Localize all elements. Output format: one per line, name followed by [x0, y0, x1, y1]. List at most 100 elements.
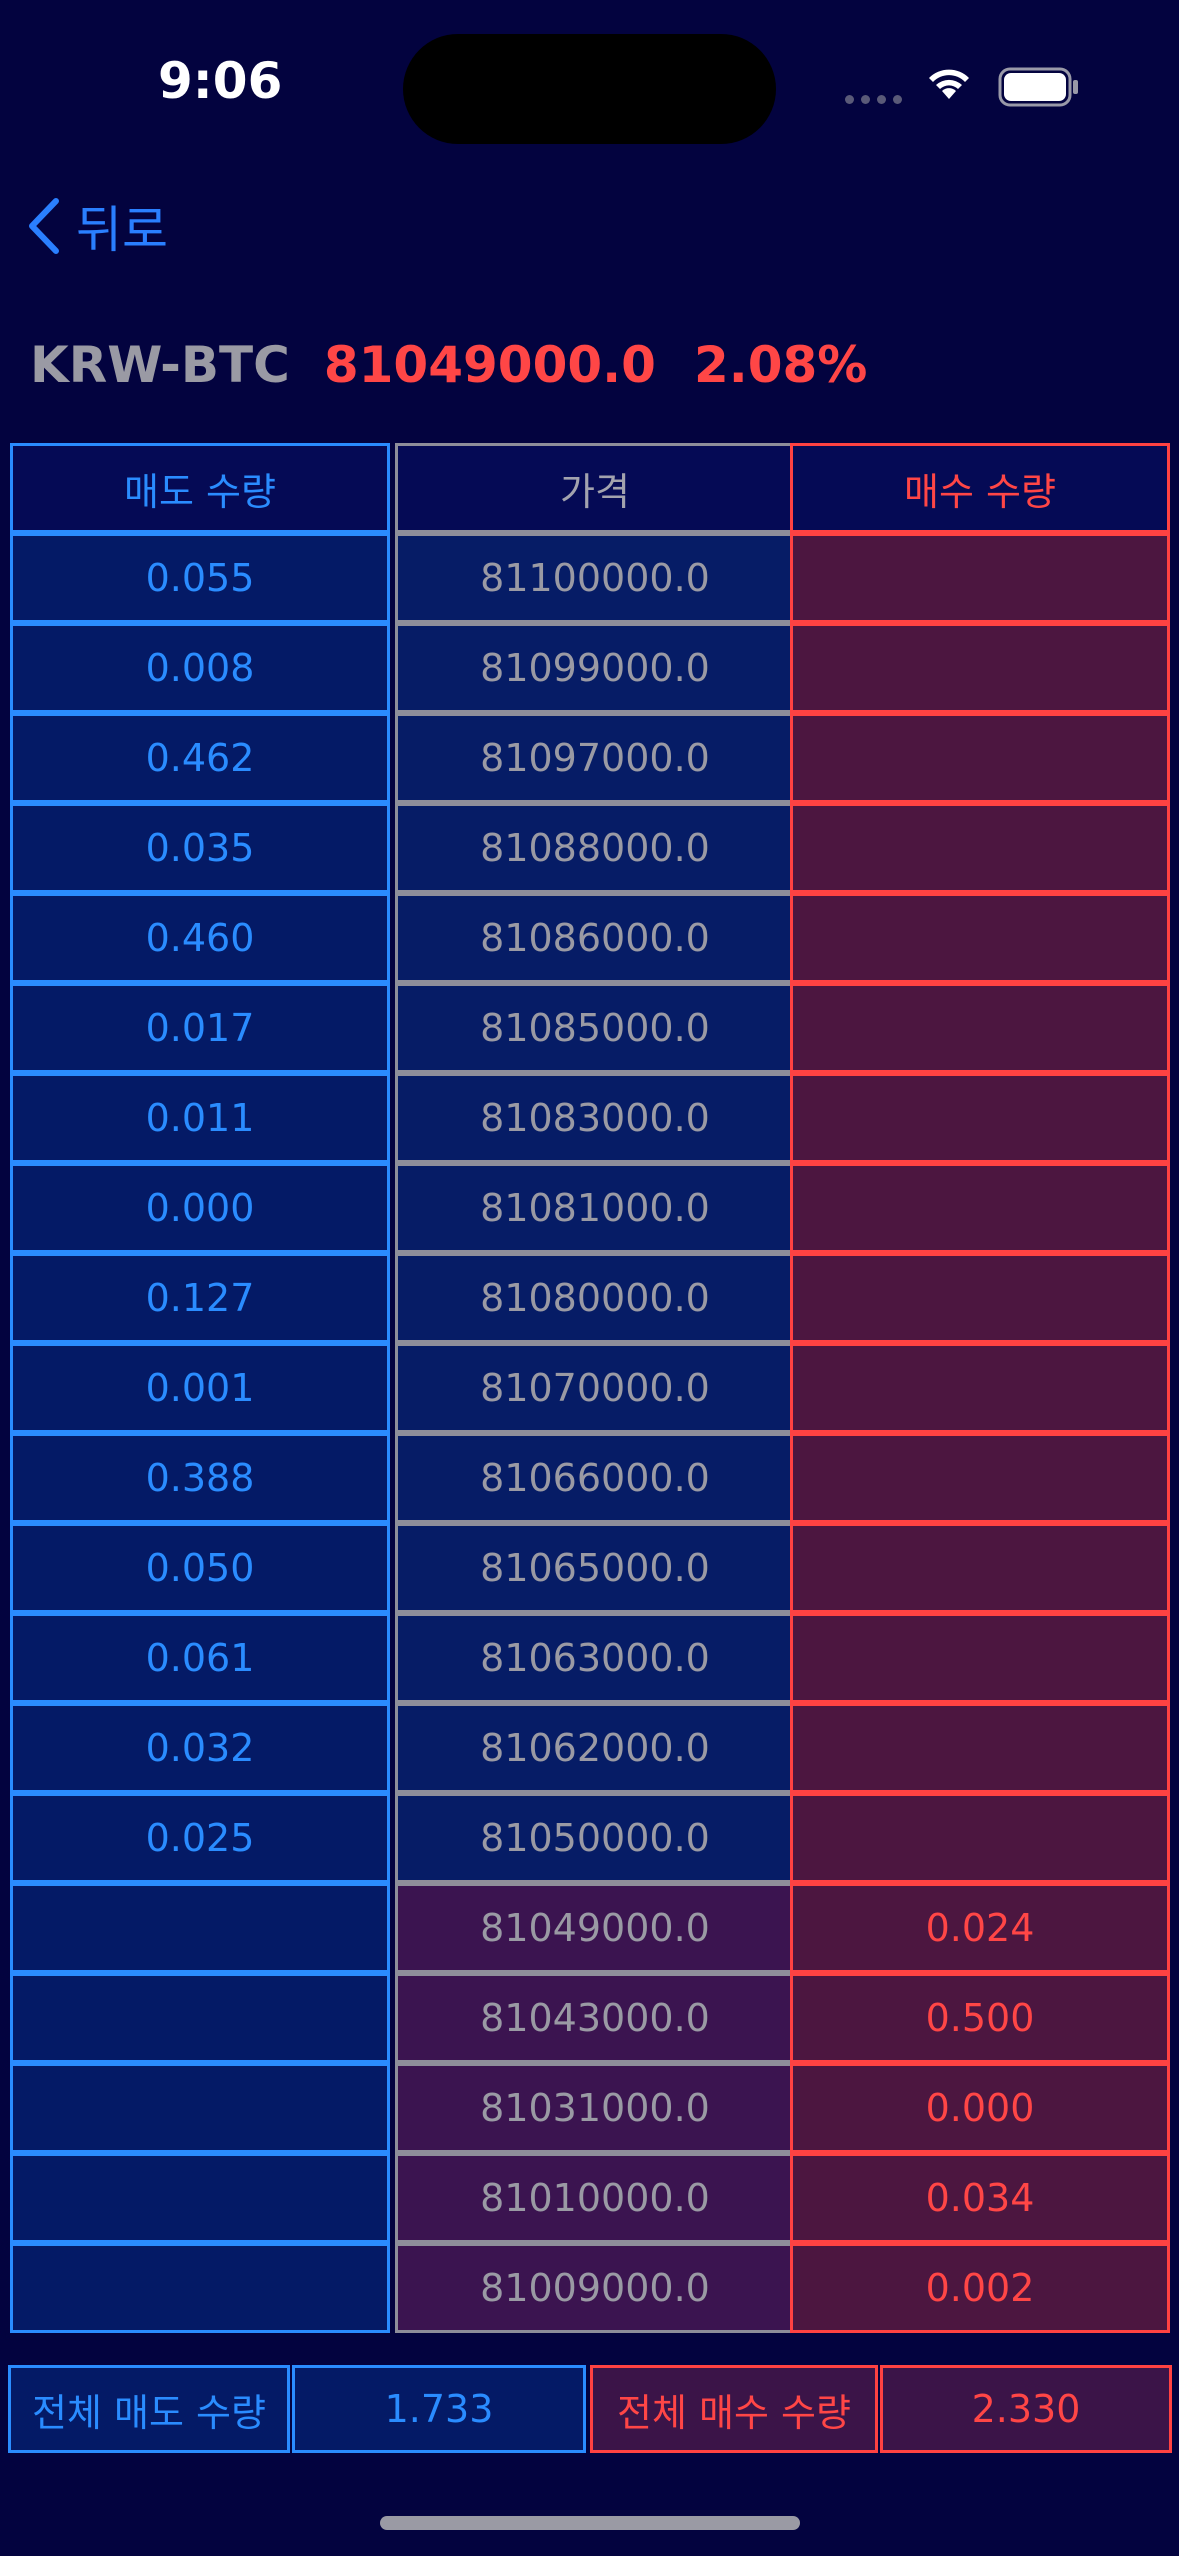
- ask-row[interactable]: 0.460 81086000.0: [10, 893, 1170, 983]
- bid-quantity-empty: [790, 713, 1170, 803]
- home-indicator: [380, 2516, 800, 2530]
- bid-price: 81049000.0: [395, 1883, 795, 1973]
- ask-price: 81088000.0: [395, 803, 795, 893]
- total-ask-label: 전체 매도 수량: [8, 2365, 290, 2453]
- bid-quantity-empty: [790, 1793, 1170, 1883]
- ask-price: 81099000.0: [395, 623, 795, 713]
- header-bid-quantity: 매수 수량: [790, 443, 1170, 533]
- ask-row[interactable]: 0.000 81081000.0: [10, 1163, 1170, 1253]
- bid-quantity: 0.000: [790, 2063, 1170, 2153]
- bid-row[interactable]: 81049000.0 0.024: [10, 1883, 1170, 1973]
- back-button[interactable]: 뒤로: [26, 190, 168, 262]
- market-symbol: KRW-BTC: [30, 336, 290, 394]
- ask-price: 81081000.0: [395, 1163, 795, 1253]
- header-ask-quantity: 매도 수량: [10, 443, 390, 533]
- ask-row[interactable]: 0.032 81062000.0: [10, 1703, 1170, 1793]
- ask-quantity: 0.035: [10, 803, 390, 893]
- ask-price: 81085000.0: [395, 983, 795, 1073]
- bid-quantity: 0.002: [790, 2243, 1170, 2333]
- ask-row[interactable]: 0.011 81083000.0: [10, 1073, 1170, 1163]
- header-price: 가격: [395, 443, 795, 533]
- ask-quantity: 0.008: [10, 623, 390, 713]
- ask-row[interactable]: 0.017 81085000.0: [10, 983, 1170, 1073]
- bid-quantity-empty: [790, 983, 1170, 1073]
- ask-quantity: 0.388: [10, 1433, 390, 1523]
- ask-quantity-empty: [10, 2243, 390, 2333]
- total-bid-label: 전체 매수 수량: [590, 2365, 878, 2453]
- table-header: 매도 수량 가격 매수 수량: [10, 443, 1170, 533]
- ask-row[interactable]: 0.050 81065000.0: [10, 1523, 1170, 1613]
- bid-quantity-empty: [790, 1703, 1170, 1793]
- bid-row[interactable]: 81010000.0 0.034: [10, 2153, 1170, 2243]
- bid-quantity-empty: [790, 1523, 1170, 1613]
- ask-price: 81063000.0: [395, 1613, 795, 1703]
- ask-quantity-empty: [10, 2153, 390, 2243]
- ticker-header: KRW-BTC 81049000.0 2.08%: [30, 336, 867, 394]
- ask-row[interactable]: 0.035 81088000.0: [10, 803, 1170, 893]
- ask-row[interactable]: 0.127 81080000.0: [10, 1253, 1170, 1343]
- ask-price: 81097000.0: [395, 713, 795, 803]
- ask-price: 81065000.0: [395, 1523, 795, 1613]
- bid-quantity-empty: [790, 1163, 1170, 1253]
- bid-price: 81009000.0: [395, 2243, 795, 2333]
- ask-price: 81083000.0: [395, 1073, 795, 1163]
- bid-quantity-empty: [790, 1073, 1170, 1163]
- bid-quantity-empty: [790, 803, 1170, 893]
- ask-quantity: 0.011: [10, 1073, 390, 1163]
- ask-quantity: 0.025: [10, 1793, 390, 1883]
- totals-bar: 전체 매도 수량 1.733 전체 매수 수량 2.330: [8, 2365, 1172, 2453]
- ask-row[interactable]: 0.388 81066000.0: [10, 1433, 1170, 1523]
- ask-quantity: 0.462: [10, 713, 390, 803]
- ask-quantity-empty: [10, 1973, 390, 2063]
- ask-row[interactable]: 0.055 81100000.0: [10, 533, 1170, 623]
- ask-row[interactable]: 0.462 81097000.0: [10, 713, 1170, 803]
- cellular-signal-icon: [845, 95, 902, 104]
- bid-quantity-empty: [790, 1343, 1170, 1433]
- ask-quantity: 0.001: [10, 1343, 390, 1433]
- ask-row[interactable]: 0.025 81050000.0: [10, 1793, 1170, 1883]
- total-ask-value: 1.733: [292, 2365, 586, 2453]
- chevron-left-icon: [29, 198, 59, 254]
- bid-price: 81031000.0: [395, 2063, 795, 2153]
- ask-price: 81070000.0: [395, 1343, 795, 1433]
- battery-icon: [998, 67, 1078, 107]
- current-price: 81049000.0: [323, 336, 656, 394]
- bid-quantity: 0.034: [790, 2153, 1170, 2243]
- wifi-icon: [929, 69, 969, 99]
- bid-quantity-empty: [790, 1613, 1170, 1703]
- ask-row[interactable]: 0.001 81070000.0: [10, 1343, 1170, 1433]
- bid-quantity-empty: [790, 1253, 1170, 1343]
- bid-price: 81010000.0: [395, 2153, 795, 2243]
- ask-quantity: 0.017: [10, 983, 390, 1073]
- ask-row[interactable]: 0.061 81063000.0: [10, 1613, 1170, 1703]
- bid-quantity: 0.500: [790, 1973, 1170, 2063]
- total-bid-value: 2.330: [880, 2365, 1172, 2453]
- bid-quantity-empty: [790, 533, 1170, 623]
- ask-price: 81100000.0: [395, 533, 795, 623]
- bid-quantity: 0.024: [790, 1883, 1170, 1973]
- back-label: 뒤로: [76, 201, 168, 259]
- bid-quantity-empty: [790, 893, 1170, 983]
- ask-row[interactable]: 0.008 81099000.0: [10, 623, 1170, 713]
- bid-row[interactable]: 81031000.0 0.000: [10, 2063, 1170, 2153]
- bid-row[interactable]: 81043000.0 0.500: [10, 1973, 1170, 2063]
- ask-quantity-empty: [10, 2063, 390, 2153]
- ask-quantity: 0.050: [10, 1523, 390, 1613]
- change-rate: 2.08%: [693, 336, 868, 394]
- dynamic-island: [403, 34, 776, 144]
- ask-price: 81080000.0: [395, 1253, 795, 1343]
- ask-price: 81086000.0: [395, 893, 795, 983]
- ask-price: 81050000.0: [395, 1793, 795, 1883]
- ask-quantity: 0.032: [10, 1703, 390, 1793]
- status-time: 9:06: [158, 52, 283, 110]
- ask-quantity: 0.055: [10, 533, 390, 623]
- ask-quantity: 0.127: [10, 1253, 390, 1343]
- bid-quantity-empty: [790, 623, 1170, 713]
- ask-quantity-empty: [10, 1883, 390, 1973]
- bid-price: 81043000.0: [395, 1973, 795, 2063]
- order-book-table[interactable]: 매도 수량 가격 매수 수량 0.055 81100000.0 0.008 81099…: [10, 443, 1170, 2366]
- ask-price: 81062000.0: [395, 1703, 795, 1793]
- ask-quantity: 0.000: [10, 1163, 390, 1253]
- bid-row[interactable]: 81009000.0 0.002: [10, 2243, 1170, 2333]
